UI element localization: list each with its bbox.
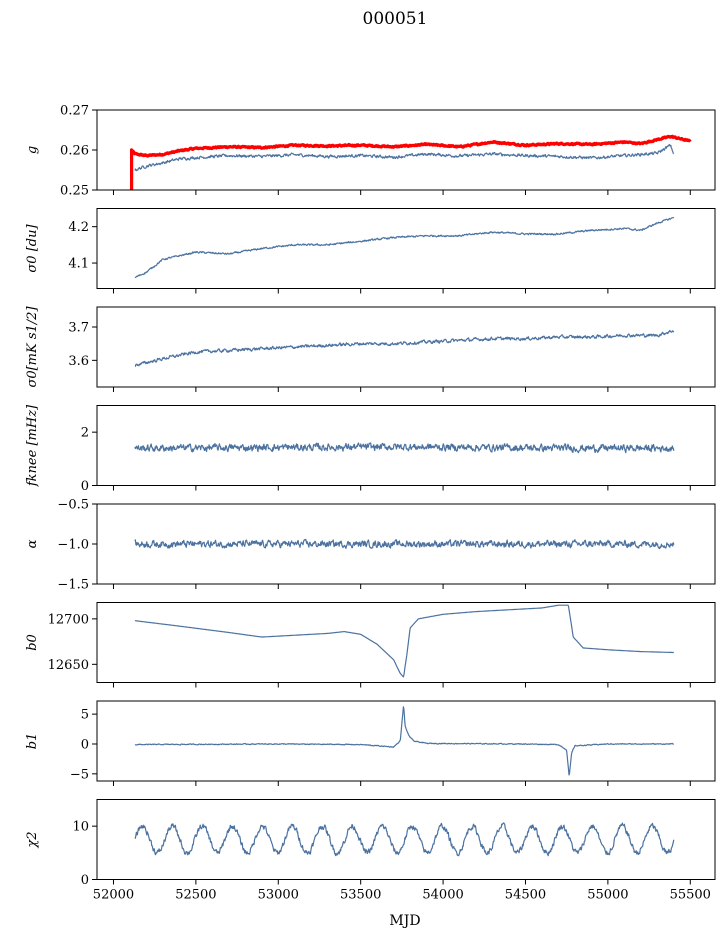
panel-7-ytick-label: 5 <box>81 708 89 723</box>
panel-8-frame <box>96 799 716 880</box>
panel-5-series-1-line <box>134 538 675 550</box>
panel-3-ytick-label: 3.7 <box>68 321 89 336</box>
panel-5-ytick-label: −1.0 <box>57 538 89 553</box>
panel-1-ytick-label: 0.26 <box>60 144 89 159</box>
panel-3-frame <box>96 306 716 388</box>
panel-5: −1.5 −1.0 −0.5 α <box>25 498 716 593</box>
panel-2-series-1-line <box>134 216 675 279</box>
x-axis-label: MJD <box>389 913 420 929</box>
panel-7-frame <box>96 700 716 782</box>
x-tick-label: 52000 <box>93 888 134 903</box>
panel-7-ytick-label: 0 <box>81 737 89 752</box>
panel-4-ytick-label: 0 <box>81 479 89 494</box>
panel-1: 0.25 0.26 0.27 g <box>25 104 716 199</box>
panel-3-ytick-label: 3.6 <box>68 354 89 369</box>
panel-5-ytick-label: −1.5 <box>57 578 89 593</box>
panel-6: 12650 12700 b0 <box>25 602 716 688</box>
panel-2-ylabel: σ0 [du] <box>25 224 40 273</box>
panel-1-series-1-line <box>130 134 692 190</box>
panel-5-ytick-label: −0.5 <box>57 498 89 513</box>
panel-2-ytick-label: 4.1 <box>68 257 89 272</box>
x-tick-label: 52500 <box>175 888 216 903</box>
panel-4-series-1-line <box>134 442 675 454</box>
panel-8: 0 10 52000 52500 53000 53500 54000 54500 55000 55… <box>25 799 716 903</box>
panel-1-series-2-line <box>134 144 674 172</box>
panel-1-ytick-label: 0.25 <box>60 184 89 199</box>
panel-6-ytick-label: 12700 <box>48 612 89 627</box>
panel-8-series-1-line <box>134 822 675 857</box>
panel-7-ytick-label: −5 <box>70 767 89 782</box>
panel-7: −5 0 5 b1 <box>25 700 716 786</box>
panel-2-frame <box>96 208 716 289</box>
panel-4-ytick-label: 2 <box>81 426 89 441</box>
panel-3-series-1-line <box>134 329 675 367</box>
x-tick-label: 53000 <box>258 888 299 903</box>
x-tick-label: 55000 <box>587 888 628 903</box>
panel-2: 4.1 4.2 σ0 [du] <box>25 208 716 294</box>
panel-5-ylabel: α <box>25 539 40 548</box>
panel-6-series-1-line <box>134 604 674 678</box>
panel-3-ylabel: σ0[mK s1/2] <box>25 306 40 388</box>
panel-1-ylabel: g <box>25 146 40 154</box>
panel-4-frame <box>96 405 716 486</box>
panel-8-ytick-label: 0 <box>81 873 89 888</box>
x-tick-label: 53500 <box>340 888 381 903</box>
x-tick-label: 54000 <box>422 888 463 903</box>
panel-6-frame <box>96 602 716 683</box>
panel-7-series-1-line <box>134 706 674 776</box>
panel-2-ytick-label: 4.2 <box>68 220 89 235</box>
panel-1-ytick-label: 0.27 <box>60 104 89 119</box>
panel-6-ytick-label: 12650 <box>48 658 89 673</box>
panel-3: 3.6 3.7 σ0[mK s1/2] <box>25 306 716 392</box>
panel-4-ylabel: fknee [mHz] <box>25 404 40 487</box>
panel-7-ylabel: b1 <box>25 733 40 750</box>
x-tick-label: 54500 <box>505 888 546 903</box>
panel-4: 0 2 fknee [mHz] <box>25 404 716 494</box>
panel-8-ytick-label: 10 <box>72 820 89 835</box>
panel-6-ylabel: b0 <box>25 634 40 651</box>
x-tick-label: 55500 <box>670 888 711 903</box>
panel-8-ylabel: χ2 <box>25 831 40 848</box>
figure-title: 000051 <box>363 9 428 29</box>
